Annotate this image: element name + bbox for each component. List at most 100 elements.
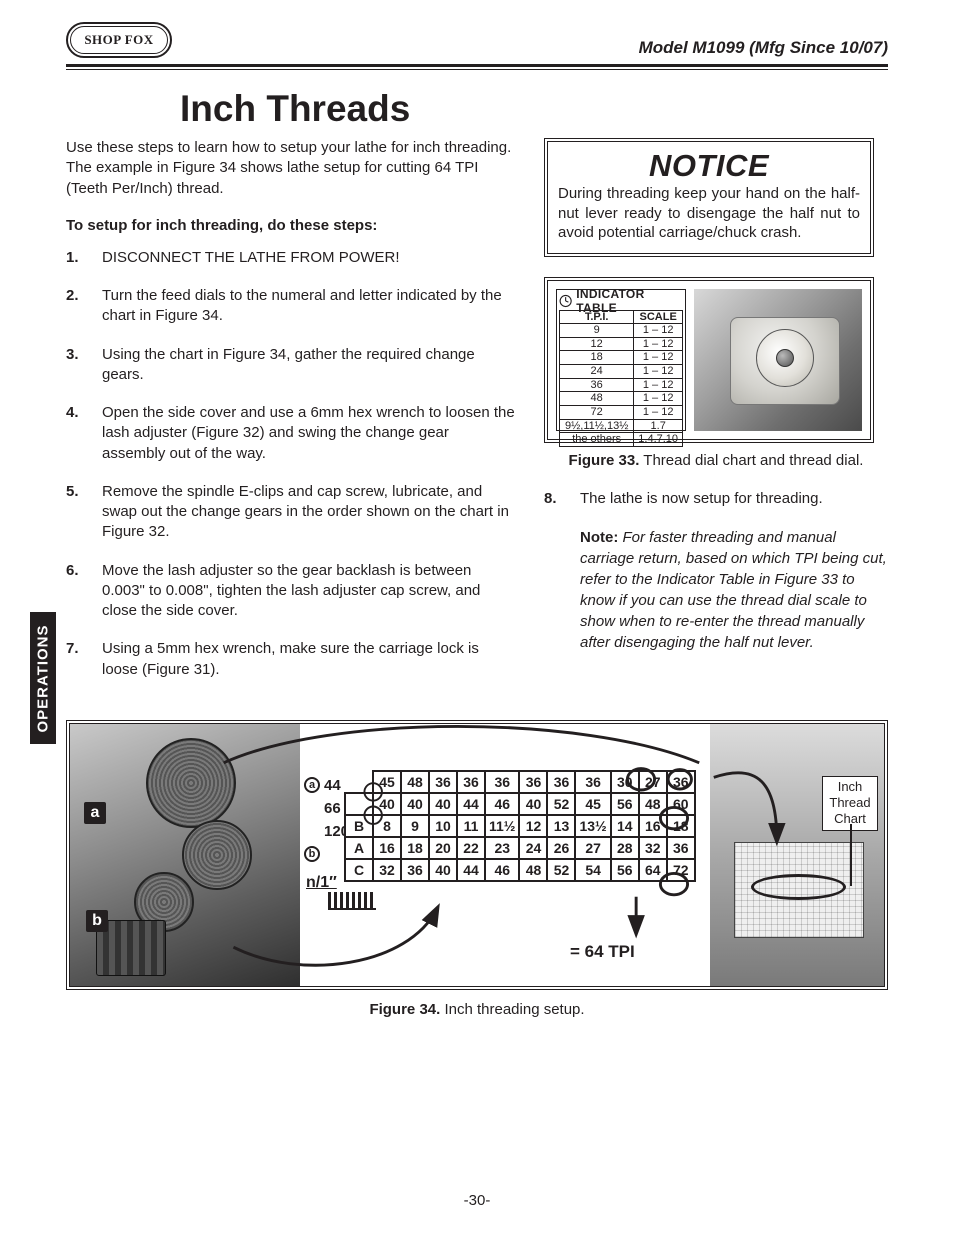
thread-dial-photo (694, 289, 862, 431)
cell: 18 (667, 815, 695, 837)
cell: 36 (667, 837, 695, 859)
gear-teeth-icon (328, 892, 376, 910)
page-number: -30- (0, 1192, 954, 1209)
cell: 40 (373, 793, 401, 815)
note-body: For faster threading and manual carriage… (580, 529, 887, 651)
cell: 36 (519, 771, 547, 793)
table-cell: 18 (560, 351, 634, 365)
cell: 40 (429, 859, 457, 881)
section-tab: OPERATIONS (30, 612, 56, 744)
step-item: Turn the feed dials to the numeral and l… (66, 286, 516, 327)
circled-b: b (304, 846, 320, 862)
cell: 44 (457, 793, 485, 815)
figure-33-caption: Figure 33. Thread dial chart and thread … (544, 451, 888, 471)
table-cell: 24 (560, 365, 634, 379)
table-cell: 72 (560, 405, 634, 419)
thread-chart: 45 48 36 36 36 36 36 36 30 27 36 40 40 4… (344, 770, 734, 882)
table-cell: 1 – 12 (634, 351, 683, 365)
cell: 60 (667, 793, 695, 815)
note-paragraph: Note: For faster threading and manual ca… (544, 527, 888, 653)
table-cell: 1 – 12 (634, 324, 683, 338)
fig34-label: Figure 34. (369, 1001, 440, 1018)
gear-label-b: b (86, 910, 108, 932)
step-item: Using a 5mm hex wrench, make sure the ca… (66, 639, 516, 680)
step-item: Using the chart in Figure 34, gather the… (66, 345, 516, 386)
cell: 14 (611, 815, 639, 837)
left-column: Use these steps to learn how to setup yo… (66, 138, 516, 698)
table-cell: the others (560, 433, 634, 447)
label-line: Thread (825, 795, 875, 811)
gear-label-a: a (84, 802, 106, 824)
cell: 9 (401, 815, 429, 837)
cell: 46 (485, 793, 519, 815)
cell: 40 (519, 793, 547, 815)
panel-arrow (850, 824, 852, 886)
cell: 48 (401, 771, 429, 793)
cell: 26 (547, 837, 575, 859)
step-item: Remove the spindle E-clips and cap screw… (66, 482, 516, 543)
indicator-table: T.P.I. SCALE 91 – 12 121 – 12 181 – 12 2… (559, 310, 683, 447)
indicator-table-title: INDICATOR TABLE (559, 292, 683, 310)
steps-list-left: DISCONNECT THE LATHE FROM POWER! Turn th… (66, 248, 516, 680)
cell: 23 (485, 837, 519, 859)
cell: 36 (457, 771, 485, 793)
table-cell: 1.7 (634, 419, 683, 433)
table-cell: 1 – 12 (634, 365, 683, 379)
cell: 27 (575, 837, 610, 859)
cell: 40 (429, 793, 457, 815)
label-line: Inch (825, 779, 875, 795)
cell: 56 (611, 859, 639, 881)
gear-num: 66 (324, 800, 341, 817)
change-gears-photo (70, 724, 300, 986)
table-cell: 36 (560, 378, 634, 392)
cell: 36 (485, 771, 519, 793)
cell: 12 (519, 815, 547, 837)
table-cell: 1 – 12 (634, 405, 683, 419)
cell: 46 (485, 859, 519, 881)
table-cell: 48 (560, 392, 634, 406)
cell: 48 (519, 859, 547, 881)
step-item: The lathe is now setup for threading. (544, 489, 888, 509)
cell: 11½ (485, 815, 519, 837)
cell: 48 (639, 793, 667, 815)
cell: 16 (639, 815, 667, 837)
top-bar: SHOP FOX Model M1099 (Mfg Since 10/07) (66, 18, 888, 58)
table-cell: 1.4.7.10 (634, 433, 683, 447)
intro-paragraph: Use these steps to learn how to setup yo… (66, 138, 516, 199)
note-label: Note: (580, 529, 618, 546)
table-cell: 1 – 12 (634, 392, 683, 406)
cell: 28 (611, 837, 639, 859)
cell: 36 (575, 771, 610, 793)
cell: 72 (667, 859, 695, 881)
notice-box: NOTICE During threading keep your hand o… (544, 138, 874, 257)
table-cell: 1 – 12 (634, 378, 683, 392)
fig33-label: Figure 33. (569, 452, 640, 469)
cell: 10 (429, 815, 457, 837)
cell: 52 (547, 793, 575, 815)
table-cell: 9 (560, 324, 634, 338)
cell: 13½ (575, 815, 610, 837)
cell (345, 793, 373, 815)
row-label: A (345, 837, 373, 859)
cell: 64 (639, 859, 667, 881)
figure-34-caption: Figure 34. Inch threading setup. (66, 1000, 888, 1020)
left-gear-numbers: a44 66 120 b (304, 774, 349, 866)
cell: 36 (429, 771, 457, 793)
indicator-col-scale: SCALE (634, 310, 683, 324)
cell: 36 (547, 771, 575, 793)
cell: 27 (639, 771, 667, 793)
row-label: C (345, 859, 373, 881)
section-tab-label: OPERATIONS (35, 624, 52, 732)
table-cell: 9½,11½,13½ (560, 419, 634, 433)
fig33-text: Thread dial chart and thread dial. (639, 452, 863, 469)
right-column: NOTICE During threading keep your hand o… (544, 138, 888, 698)
page-title: Inch Threads (180, 88, 888, 130)
cell: 45 (373, 771, 401, 793)
steps-list-right: The lathe is now setup for threading. (544, 489, 888, 509)
two-column-layout: Use these steps to learn how to setup yo… (66, 138, 888, 698)
cell: 13 (547, 815, 575, 837)
cell: 30 (611, 771, 639, 793)
row-label: B (345, 815, 373, 837)
steps-heading: To setup for inch threading, do these st… (66, 217, 516, 234)
table-cell: 12 (560, 337, 634, 351)
